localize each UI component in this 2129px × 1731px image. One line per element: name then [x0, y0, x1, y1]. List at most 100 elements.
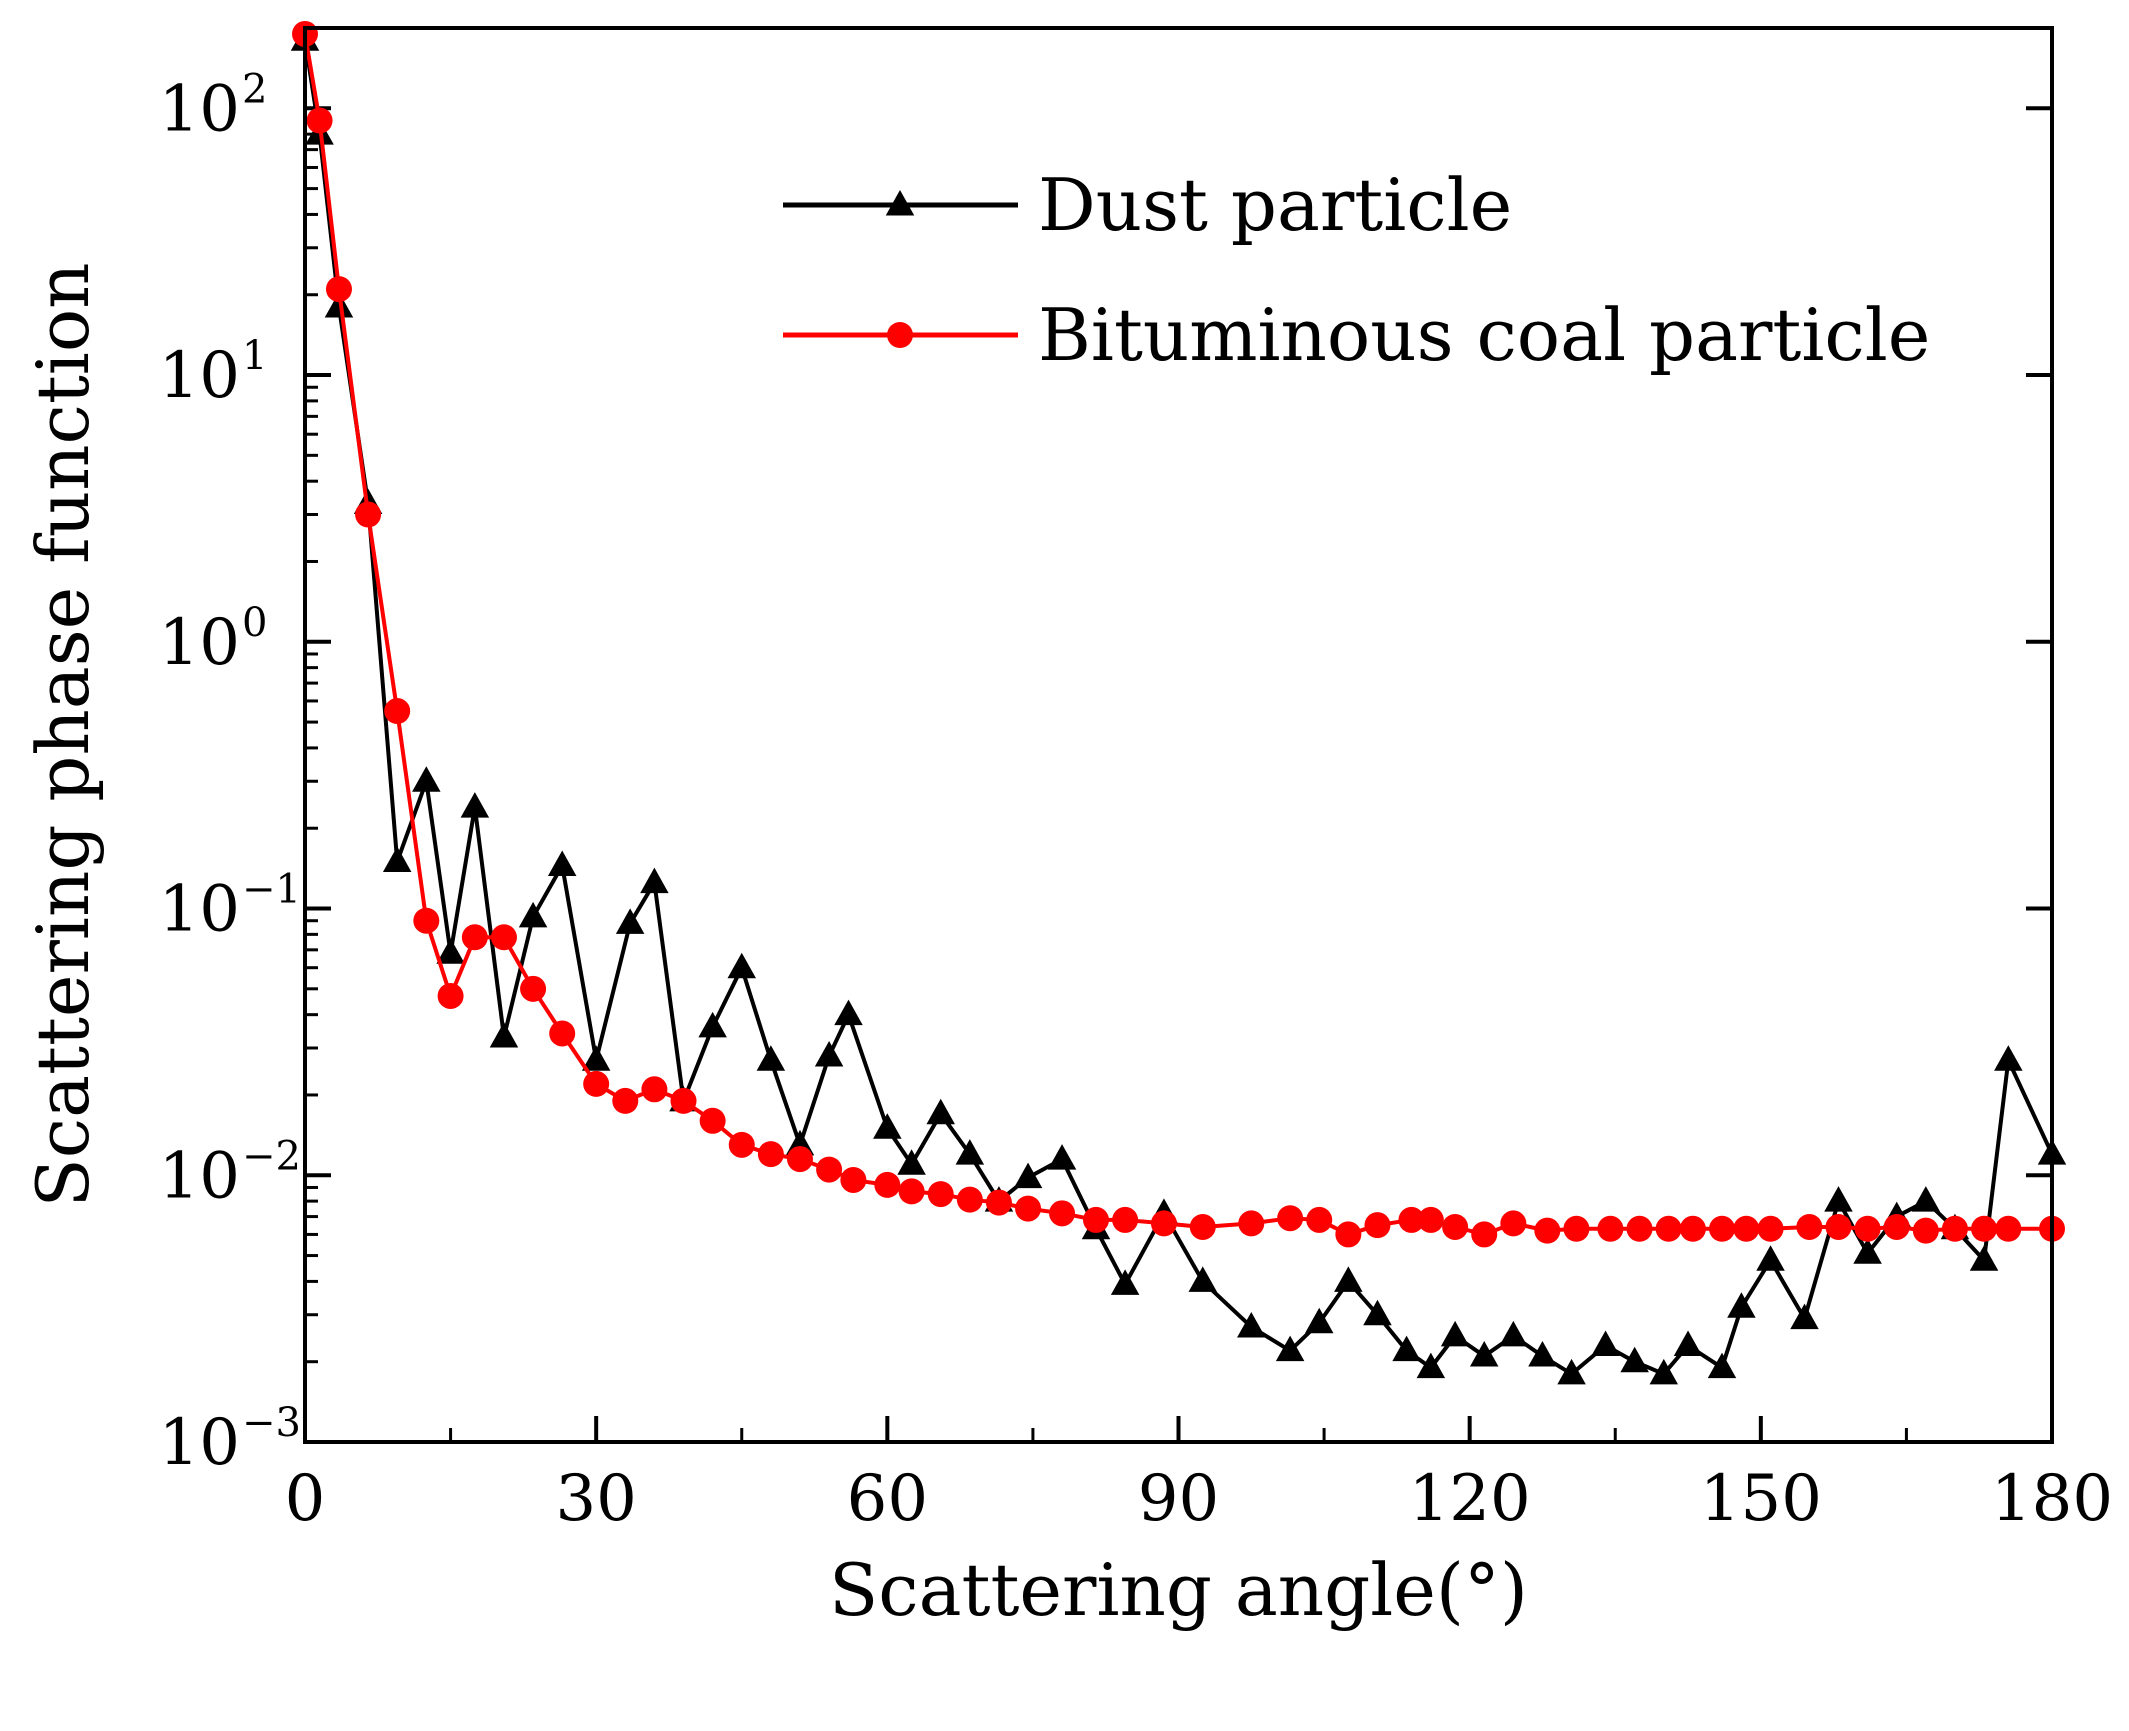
x-tick-label: 60 — [847, 1462, 928, 1536]
data-point-triangle — [727, 952, 756, 979]
legend-marker-coal-circle — [887, 322, 913, 348]
data-point-triangle — [615, 908, 645, 934]
data-point-circle — [670, 1087, 697, 1114]
data-point-circle — [985, 1189, 1012, 1216]
data-point-triangle — [1727, 1292, 1756, 1318]
data-point-circle — [1238, 1210, 1265, 1237]
data-point-triangle — [1756, 1245, 1785, 1271]
data-point-circle — [816, 1156, 843, 1183]
data-point-triangle — [873, 1113, 902, 1139]
legend-marker-dust-triangle — [885, 190, 915, 216]
data-point-triangle — [1440, 1320, 1470, 1347]
y-tick-label: 10 — [159, 339, 240, 413]
data-point-circle — [413, 907, 440, 934]
data-point-circle — [1049, 1200, 1076, 1227]
y-tick-label: 10 — [159, 606, 240, 680]
data-point-triangle — [698, 1011, 727, 1038]
y-tick-exponent: −3 — [242, 1400, 301, 1446]
data-point-triangle — [1557, 1358, 1586, 1385]
data-point-triangle — [1304, 1307, 1334, 1334]
data-point-circle — [927, 1181, 954, 1208]
data-point-circle — [1150, 1210, 1177, 1237]
data-point-circle — [461, 924, 488, 951]
data-point-circle — [1941, 1215, 1968, 1242]
data-point-triangle — [1188, 1266, 1218, 1292]
data-point-triangle — [1790, 1303, 1819, 1330]
data-point-circle — [1112, 1206, 1139, 1233]
data-point-circle — [1854, 1215, 1881, 1242]
data-point-circle — [520, 975, 547, 1002]
legend: Dust particle Bituminous coal particle — [783, 163, 1930, 377]
data-point-circle — [1971, 1215, 1998, 1242]
data-point-triangle — [640, 867, 669, 894]
legend-item-coal: Bituminous coal particle — [783, 293, 1930, 377]
data-point-circle — [1398, 1206, 1425, 1233]
data-point-triangle — [460, 792, 490, 818]
data-point-circle — [874, 1171, 901, 1198]
legend-label-dust: Dust particle — [1038, 163, 1512, 247]
data-point-triangle — [1110, 1269, 1140, 1295]
data-point-circle — [1189, 1213, 1216, 1240]
data-point-triangle — [756, 1045, 786, 1071]
y-tick-exponent: 1 — [242, 333, 267, 379]
data-point-triangle — [1649, 1358, 1679, 1385]
y-tick-exponent: 2 — [242, 66, 267, 112]
data-point-circle — [583, 1070, 610, 1097]
data-point-circle — [757, 1141, 784, 1168]
data-point-triangle — [897, 1149, 926, 1175]
data-point-circle — [1563, 1215, 1590, 1242]
data-point-circle — [325, 276, 352, 303]
data-point-triangle — [1707, 1352, 1737, 1379]
data-point-circle — [1335, 1221, 1362, 1248]
legend-label-coal: Bituminous coal particle — [1038, 293, 1930, 377]
data-point-triangle — [436, 938, 465, 964]
data-point-circle — [1083, 1206, 1110, 1233]
data-point-triangle — [1591, 1330, 1620, 1357]
data-point-circle — [490, 924, 517, 951]
x-tick-label: 120 — [1409, 1462, 1531, 1536]
data-point-circle — [641, 1076, 668, 1103]
x-axis-title: Scattering angle(°) — [829, 1548, 1528, 1632]
data-point-triangle — [1824, 1186, 1853, 1212]
data-point-triangle — [382, 846, 412, 873]
data-point-circle — [1364, 1212, 1391, 1239]
data-point-circle — [1995, 1215, 2022, 1242]
data-point-circle — [1679, 1215, 1706, 1242]
data-point-triangle — [1237, 1311, 1266, 1338]
y-tick-exponent: −1 — [242, 867, 301, 913]
data-point-circle — [898, 1178, 925, 1205]
data-point-circle — [1306, 1206, 1333, 1233]
data-point-triangle — [412, 766, 441, 792]
legend-item-dust: Dust particle — [783, 163, 1512, 247]
data-point-triangle — [547, 850, 577, 876]
data-point-circle — [728, 1131, 755, 1158]
data-point-circle — [786, 1146, 813, 1173]
data-point-triangle — [814, 1040, 844, 1067]
data-point-triangle — [1528, 1341, 1557, 1367]
x-tick-label: 30 — [555, 1462, 636, 1536]
data-point-circle — [1757, 1215, 1784, 1242]
data-point-circle — [699, 1107, 726, 1134]
y-tick-label: 10 — [159, 72, 240, 146]
data-point-circle — [1626, 1215, 1653, 1242]
data-point-triangle — [1853, 1238, 1882, 1264]
data-point-triangle — [834, 999, 863, 1026]
data-point-triangle — [1013, 1162, 1043, 1189]
data-point-circle — [1500, 1210, 1527, 1237]
data-point-circle — [437, 982, 464, 1009]
y-tick-label: 10 — [159, 873, 240, 947]
x-tick-label: 180 — [1991, 1462, 2113, 1536]
data-point-circle — [1277, 1205, 1304, 1232]
data-point-triangle — [1392, 1335, 1421, 1362]
data-point-circle — [840, 1166, 867, 1193]
data-point-triangle — [926, 1098, 955, 1125]
data-point-triangle — [1047, 1144, 1077, 1170]
data-point-triangle — [1911, 1186, 1941, 1212]
y-tick-exponent: 0 — [242, 600, 267, 646]
data-point-triangle — [1416, 1352, 1446, 1379]
data-point-circle — [1912, 1217, 1939, 1244]
data-point-circle — [1597, 1215, 1624, 1242]
x-tick-label: 0 — [285, 1462, 326, 1536]
x-tick-label: 90 — [1138, 1462, 1219, 1536]
